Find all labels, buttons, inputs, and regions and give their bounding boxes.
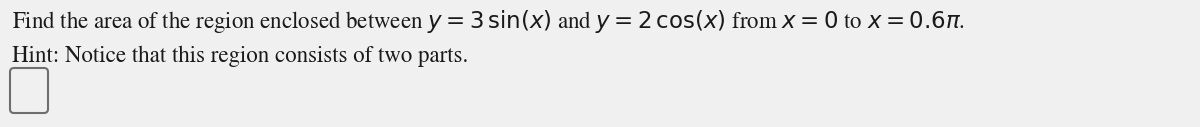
Text: Hint: Notice that this region consists of two parts.: Hint: Notice that this region consists o…	[12, 46, 468, 67]
Text: Find the area of the region enclosed between $y = 3\,\sin(x)$ and $y = 2\,\cos(x: Find the area of the region enclosed bet…	[12, 8, 965, 35]
FancyBboxPatch shape	[10, 68, 48, 113]
